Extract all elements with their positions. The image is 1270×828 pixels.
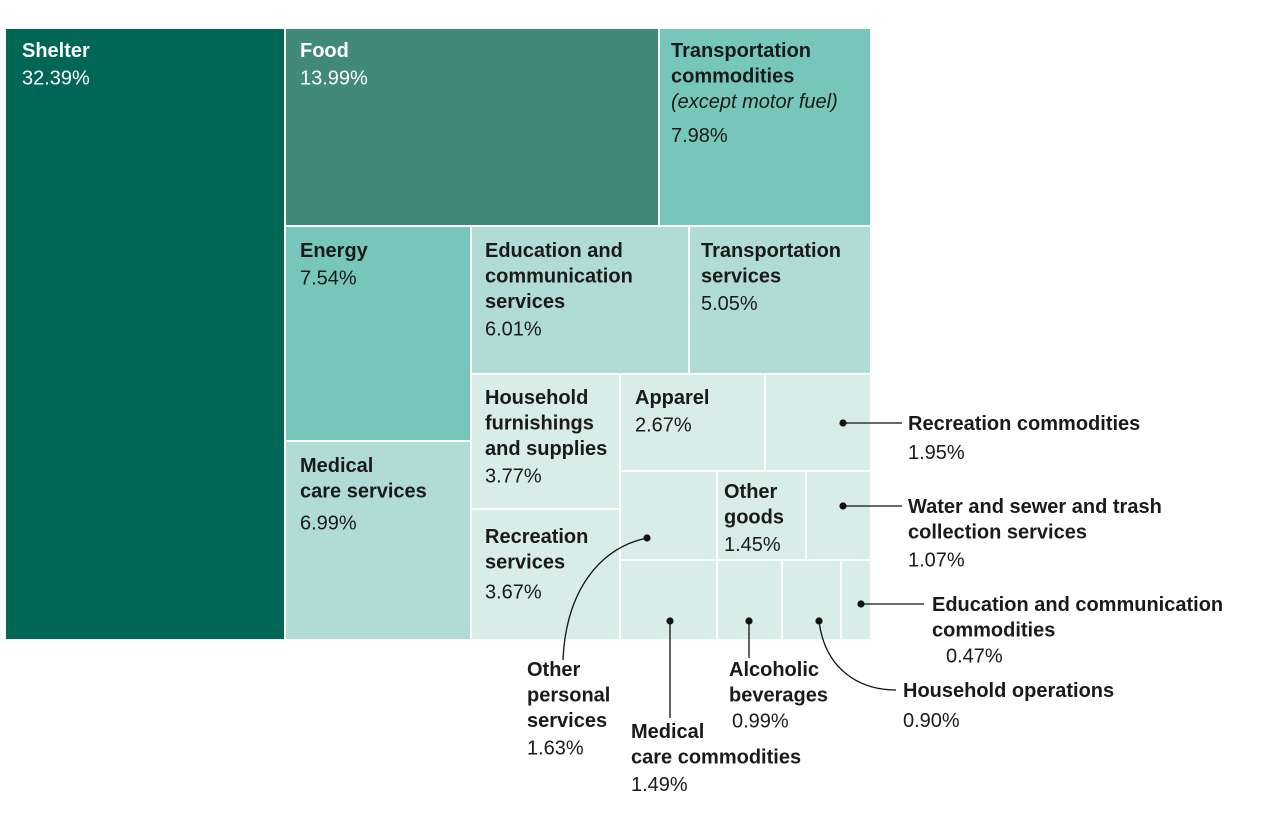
label-transportation-commodities-subtitle: (except motor fuel)	[671, 91, 838, 113]
label-food-name-0: Food	[300, 40, 349, 62]
label-shelter-name-0: Shelter	[22, 40, 90, 62]
cell-household-operations	[781, 559, 842, 641]
cell-energy	[284, 225, 472, 442]
label-alcoholic-beverages-value: 0.99%	[732, 711, 789, 733]
label-energy-value: 7.54%	[300, 268, 357, 290]
label-transportation-services-name-0: Transportation	[701, 240, 841, 262]
label-other-personal-services-name-2: services	[527, 710, 607, 732]
cell-transportation-commodities	[658, 27, 872, 227]
label-education-communication-services-name-1: communication	[485, 266, 633, 288]
label-other-goods-name-1: goods	[724, 507, 784, 529]
label-recreation-services-name-1: services	[485, 552, 565, 574]
leader-line-household-operations	[818, 620, 897, 691]
cell-water-sewer-trash	[805, 470, 872, 561]
label-shelter-value: 32.39%	[22, 68, 90, 90]
label-alcoholic-beverages-name-0: Alcoholic	[729, 659, 819, 681]
label-other-personal-services-value: 1.63%	[527, 738, 584, 760]
cell-education-communication-services	[470, 225, 690, 375]
label-recreation-services-value: 3.67%	[485, 582, 542, 604]
label-other-goods-value: 1.45%	[724, 534, 781, 556]
label-recreation-services-name-0: Recreation	[485, 526, 588, 548]
label-household-furnishings-name-1: furnishings	[485, 413, 594, 435]
cell-apparel	[619, 373, 766, 472]
label-apparel-value: 2.67%	[635, 415, 692, 437]
leader-dot-other-personal-services	[643, 534, 651, 542]
label-transportation-commodities-value: 7.98%	[671, 125, 728, 147]
cell-food	[284, 27, 660, 227]
label-transportation-commodities-name-1: commodities	[671, 66, 794, 88]
label-education-communication-services-value: 6.01%	[485, 319, 542, 341]
label-apparel-name-0: Apparel	[635, 387, 709, 409]
label-alcoholic-beverages-name-1: beverages	[729, 685, 828, 707]
leader-dot-alcoholic-beverages	[745, 617, 753, 625]
label-energy-name-0: Energy	[300, 240, 369, 262]
label-education-communication-services-name-2: services	[485, 291, 565, 313]
cell-shelter	[4, 27, 286, 641]
label-household-furnishings-name-2: and supplies	[485, 438, 607, 460]
cell-education-communication-commodities	[840, 559, 872, 641]
leader-dot-recreation-commodities	[839, 419, 847, 427]
label-medical-care-services-name-1: care services	[300, 481, 427, 503]
cell-transportation-services	[688, 225, 872, 375]
cell-other-personal-services	[619, 470, 718, 561]
label-other-personal-services-name-0: Other	[527, 659, 581, 681]
label-recreation-commodities-value: 1.95%	[908, 442, 965, 464]
label-medical-care-commodities-name-0: Medical	[631, 721, 704, 743]
label-medical-care-commodities-value: 1.49%	[631, 774, 688, 796]
label-other-personal-services-name-1: personal	[527, 685, 610, 707]
leader-dot-water-sewer-trash	[839, 502, 847, 510]
label-medical-care-commodities-name-1: care commodities	[631, 747, 801, 769]
label-education-communication-commodities-value: 0.47%	[946, 646, 1003, 668]
label-other-goods-name-0: Other	[724, 481, 778, 503]
cell-recreation-services	[470, 508, 621, 641]
label-transportation-services-value: 5.05%	[701, 293, 758, 315]
leader-line-other-personal-services	[562, 537, 648, 661]
label-household-furnishings-value: 3.77%	[485, 466, 542, 488]
label-water-sewer-trash-value: 1.07%	[908, 550, 965, 572]
cell-medical-care-commodities	[619, 559, 718, 641]
label-household-operations-value: 0.90%	[903, 710, 960, 732]
label-recreation-commodities-name-0: Recreation commodities	[908, 413, 1140, 435]
leader-dot-medical-care-commodities	[666, 617, 674, 625]
label-household-operations-name-0: Household operations	[903, 680, 1114, 702]
label-household-furnishings-name-0: Household	[485, 387, 588, 409]
label-education-communication-services-name-0: Education and	[485, 240, 623, 262]
label-water-sewer-trash-name-1: collection services	[908, 522, 1087, 544]
cell-medical-care-services	[284, 440, 472, 641]
leader-dot-education-communication-commodities	[857, 600, 865, 608]
label-education-communication-commodities-name-0: Education and communication	[932, 594, 1223, 616]
label-medical-care-services-value: 6.99%	[300, 513, 357, 535]
leader-dot-household-operations	[815, 617, 823, 625]
label-transportation-services-name-1: services	[701, 266, 781, 288]
label-transportation-commodities-name-0: Transportation	[671, 40, 811, 62]
label-food-value: 13.99%	[300, 68, 368, 90]
label-education-communication-commodities-name-1: commodities	[932, 620, 1055, 642]
label-water-sewer-trash-name-0: Water and sewer and trash	[908, 496, 1162, 518]
label-medical-care-services-name-0: Medical	[300, 455, 373, 477]
